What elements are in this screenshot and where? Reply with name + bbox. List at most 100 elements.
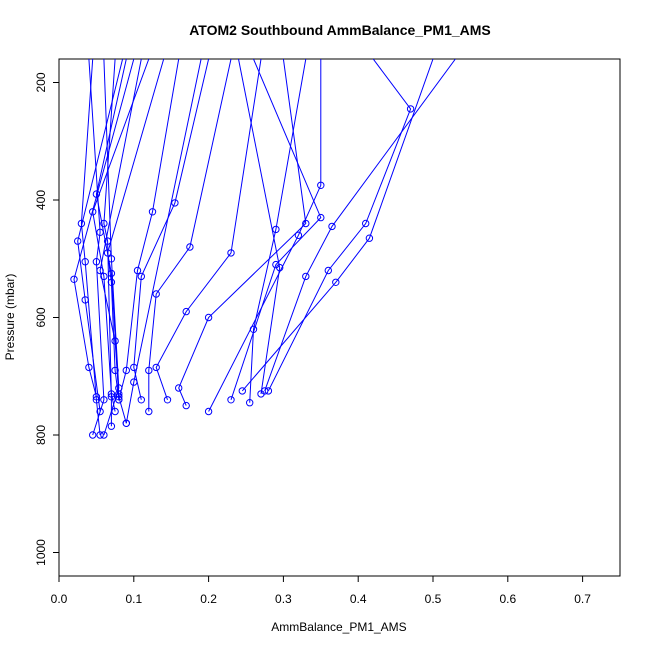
data-point: [145, 366, 153, 375]
series-line: [249, 59, 307, 403]
data-point: [171, 199, 179, 207]
series-line: [238, 59, 281, 394]
data-point: [145, 407, 153, 416]
y-axis: 200 400 600 800 1000: [34, 72, 59, 566]
series-line: [178, 59, 307, 406]
data-point: [362, 219, 370, 228]
data-point: [152, 290, 160, 298]
series-line: [92, 59, 150, 412]
data-point: [96, 431, 104, 439]
x-tick-label: 0.7: [574, 592, 591, 606]
data-point: [137, 272, 146, 281]
data-point: [175, 384, 183, 392]
data-point: [186, 243, 194, 251]
y-tick-label: 600: [34, 307, 48, 327]
series-line: [88, 59, 105, 436]
series-line: [80, 59, 101, 436]
data-point: [92, 258, 101, 266]
series-line: [267, 59, 412, 392]
data-point: [328, 222, 336, 231]
data-point: [163, 396, 172, 404]
data-point: [133, 266, 142, 275]
series-line: [125, 59, 202, 424]
data-point: [182, 307, 190, 316]
data-point: [107, 390, 116, 398]
data-point: [107, 278, 116, 286]
x-axis: 0.0 0.1 0.2 0.3 0.4 0.5 0.6 0.7: [51, 576, 591, 606]
data-point: [227, 396, 235, 404]
data-point: [294, 231, 303, 240]
x-tick-label: 0.0: [51, 592, 68, 606]
y-tick-label: 800: [34, 425, 48, 445]
series-line: [95, 59, 127, 424]
series-line: [73, 59, 135, 397]
data-point: [246, 399, 254, 407]
data-point: [85, 363, 93, 372]
data-point: [107, 422, 116, 430]
data-point: [96, 266, 104, 275]
data-point: [100, 272, 108, 281]
data-point: [332, 278, 340, 286]
x-tick-label: 0.1: [125, 592, 142, 606]
y-tick-label: 1000: [34, 539, 48, 566]
x-tick-label: 0.2: [200, 592, 217, 606]
data-point: [302, 219, 310, 228]
data-point: [96, 407, 104, 416]
data-point: [365, 234, 374, 242]
series-layer: [70, 59, 456, 439]
data-point: [81, 258, 89, 266]
data-point: [122, 419, 131, 427]
data-point: [74, 237, 82, 245]
data-point: [257, 390, 265, 398]
series-line: [118, 59, 180, 400]
data-point: [204, 407, 213, 416]
y-tick-label: 200: [34, 72, 48, 92]
x-axis-label: AmmBalance_PM1_AMS: [271, 620, 406, 634]
series-line: [99, 59, 142, 394]
data-point: [122, 366, 131, 375]
series-line: [133, 59, 210, 400]
x-tick-label: 0.5: [425, 592, 442, 606]
data-point: [137, 396, 146, 404]
data-point: [148, 208, 157, 216]
chart-title: ATOM2 Southbound AmmBalance_PM1_AMS: [189, 22, 491, 38]
data-point: [204, 313, 213, 322]
data-point: [238, 387, 247, 395]
data-point: [227, 249, 235, 257]
data-point: [103, 249, 112, 257]
data-point: [100, 219, 108, 228]
series-line: [77, 59, 124, 412]
data-point: [111, 407, 119, 416]
data-point: [317, 181, 325, 190]
series-line: [155, 59, 262, 400]
series-line: [241, 59, 434, 392]
data-point: [130, 378, 138, 386]
data-point: [302, 272, 310, 281]
x-tick-label: 0.3: [275, 592, 292, 606]
data-point: [89, 431, 97, 439]
data-point: [100, 396, 108, 404]
data-point: [115, 390, 123, 398]
y-axis-label: Pressure (mbar): [3, 274, 17, 361]
series-line: [208, 59, 322, 412]
data-point: [81, 296, 89, 304]
series-line: [148, 59, 232, 412]
data-point: [152, 363, 160, 372]
data-point: [70, 275, 78, 283]
data-point: [324, 266, 332, 275]
series-line: [103, 59, 116, 427]
data-point: [92, 393, 101, 401]
x-tick-label: 0.6: [499, 592, 516, 606]
data-point: [115, 396, 123, 404]
data-point: [100, 431, 108, 439]
data-point: [406, 105, 415, 113]
series-line: [230, 59, 322, 400]
data-point: [272, 225, 280, 234]
data-point: [111, 366, 119, 375]
series-line: [107, 59, 165, 400]
data-point: [107, 269, 116, 278]
data-point: [317, 213, 325, 222]
series-line: [264, 59, 456, 392]
